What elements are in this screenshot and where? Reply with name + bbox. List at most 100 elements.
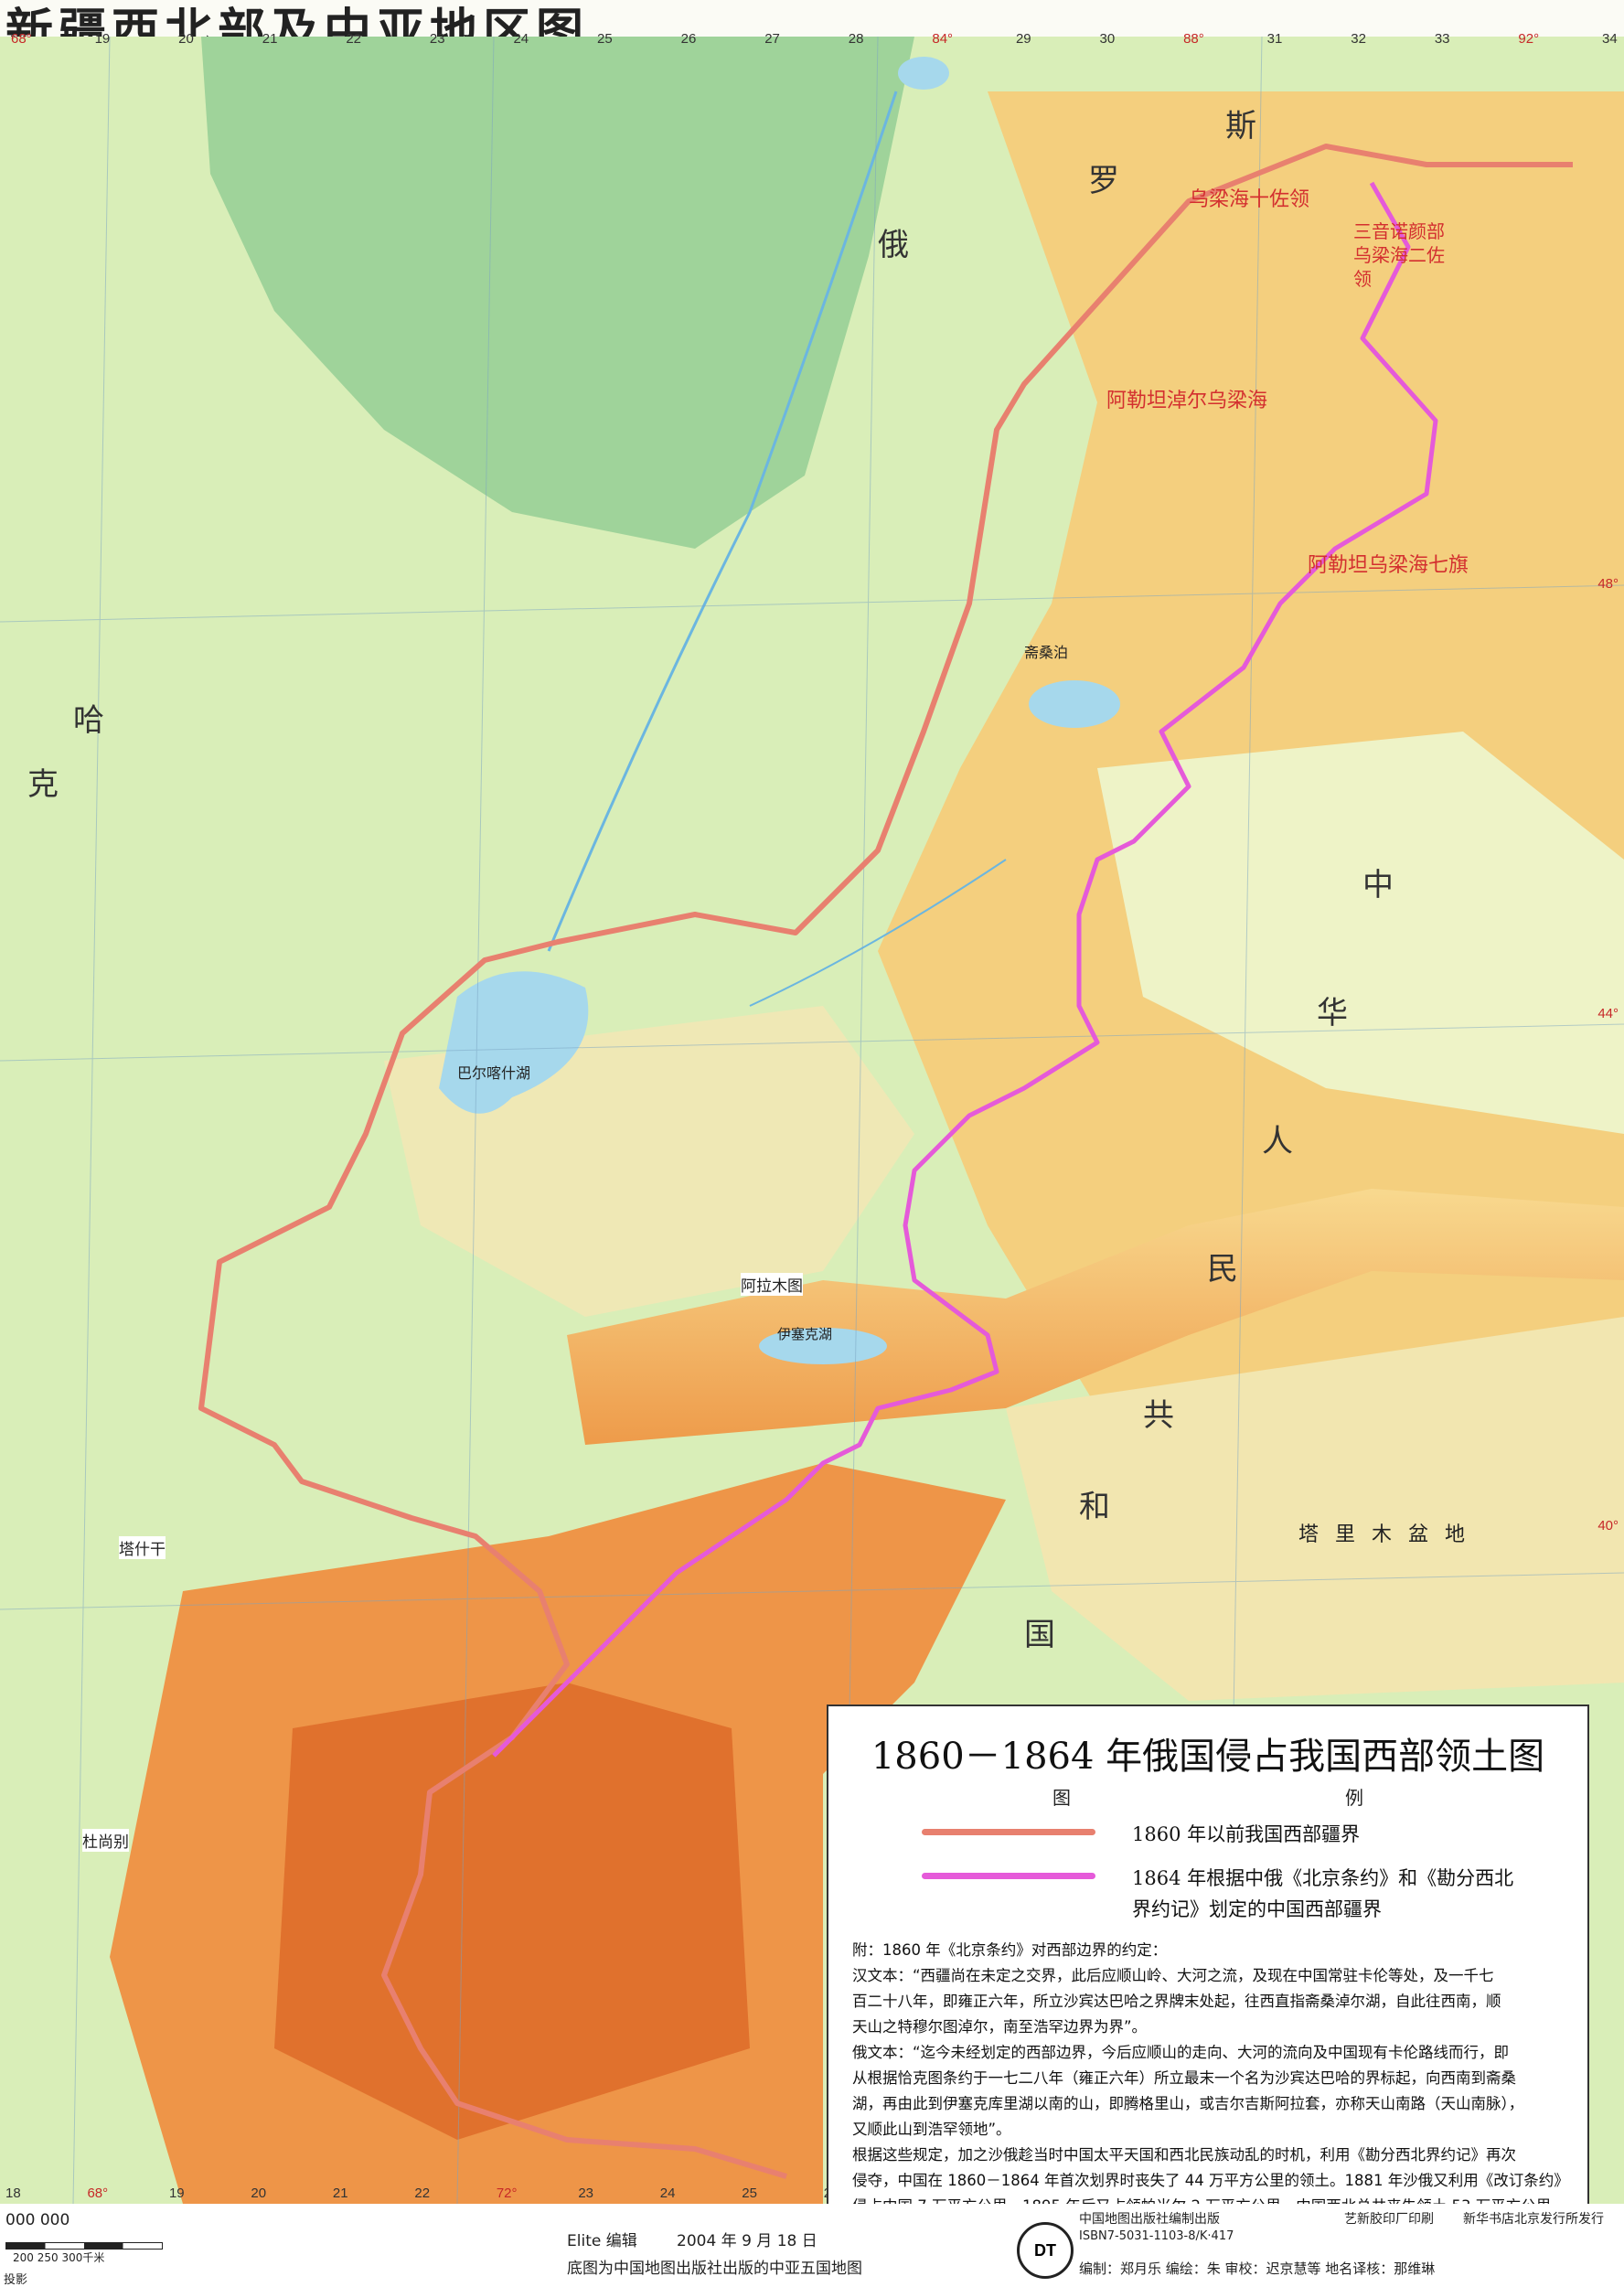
base-map-label: 底图为中国地图出版社出版的中亚五国地图 xyxy=(567,2260,862,2278)
legend-text-line: 1864 年根据中俄《北京条约》和《勘分西北 xyxy=(1132,1867,1514,1889)
lon-label-top: 33 xyxy=(1434,31,1450,47)
lon-label-top: 23 xyxy=(429,31,445,47)
lon-label-bottom: 68° xyxy=(87,2185,109,2201)
lon-label-top: 21 xyxy=(262,31,278,47)
place-label: 阿拉木图 xyxy=(741,1273,803,1296)
note-line: 湖，再由此到伊塞克库里湖以南的山，即腾格里山，或吉尔吉斯阿拉套，亦称天山南路（天… xyxy=(852,2095,1524,2112)
scale-bar xyxy=(5,2242,163,2250)
lon-label-top: 31 xyxy=(1266,31,1283,47)
legend-text-1860: 1860 年以前我国西部疆界 xyxy=(1132,1823,1361,1845)
lon-label-top: 32 xyxy=(1351,31,1366,47)
issyk-kul-lake xyxy=(759,1328,887,1364)
place-label: 巴尔喀什湖 xyxy=(457,1064,531,1082)
place-label-red: 乌梁海十佐领 xyxy=(1189,188,1310,211)
lon-label-top: 30 xyxy=(1099,31,1116,47)
tarim-basin xyxy=(1006,1317,1624,1701)
legend-swatch-1864 xyxy=(922,1873,1095,1879)
lon-label-top: 29 xyxy=(1015,31,1031,47)
map-svg xyxy=(0,36,1624,2205)
note-line: 天山之特穆尔图淖尔，南至浩罕边界为界”。 xyxy=(852,2018,1148,2036)
note-line: 又顺此山到浩罕领地”。 xyxy=(852,2121,1011,2138)
note-line: 汉文本：“西疆尚在未定之交界，此后应顺山岭、大河之流，及现在中国常驻卡伦等处，及… xyxy=(852,1967,1494,1984)
place-label: 克 xyxy=(27,766,59,803)
place-label: 塔里木盆地 xyxy=(1298,1523,1482,1546)
map-area: 68° 19 20 21 22 23 24 25 26 27 28 84° 29 30 88° 31 32 33 9… xyxy=(0,31,1624,2224)
border-1864 xyxy=(492,181,1438,1758)
editor-label: Elite 编辑 xyxy=(567,2232,637,2250)
legend-heading: 图 例 xyxy=(852,1783,1564,1810)
legend-text-1864: 1864 年根据中俄《北京条约》和《勘分西北 界约记》划定的中国西部疆界 xyxy=(1132,1863,1513,1925)
place-label: 国 xyxy=(1024,1617,1055,1653)
lon-label-top: 19 xyxy=(94,31,111,47)
place-label: 塔什干 xyxy=(119,1536,166,1559)
note-line: 侵夺，中国在 1860－1864 年首次划界时丧失了 44 万平方公里的领土。1… xyxy=(852,2172,1569,2189)
place-label: 杜尚别 xyxy=(82,1829,129,1852)
lat-label: 40° xyxy=(1597,1518,1619,1534)
lat-label: 48° xyxy=(1597,576,1619,592)
lon-label-top: 25 xyxy=(597,31,613,47)
lon-label-bottom: 24 xyxy=(659,2185,676,2201)
publisher-logo: DT xyxy=(1017,2222,1074,2279)
ili-river xyxy=(749,859,1007,1007)
legend-text-line: 界约记》划定的中国西部疆界 xyxy=(1132,1898,1382,1920)
place-label-red: 阿勒坦乌梁海七旗 xyxy=(1308,554,1469,577)
place-label: 俄 xyxy=(878,227,909,263)
lon-label-top: 22 xyxy=(346,31,361,47)
lon-label-bottom: 19 xyxy=(168,2185,185,2201)
lon-label-top: 26 xyxy=(680,31,697,47)
staff-label: 编制：郑月乐 编绘：朱 审校：迟京慧等 地名译核：那维琳 xyxy=(1079,2260,1436,2277)
note-line: 百二十八年，即雍正六年，所立沙宾达巴哈之界牌末处起，往西直指斋桑淖尔湖，自此往西… xyxy=(852,1993,1501,2010)
legend-head-right: 例 xyxy=(1345,1787,1363,1809)
lon-label-bottom: 21 xyxy=(332,2185,348,2201)
lon-label-top: 88° xyxy=(1183,31,1204,47)
place-label: 民 xyxy=(1207,1251,1238,1288)
place-label: 斯 xyxy=(1225,108,1256,144)
distributor-label: 新华书店北京发行所发行 xyxy=(1463,2212,1604,2227)
lon-label-top: 20 xyxy=(178,31,194,47)
lon-label-bottom: 23 xyxy=(578,2185,593,2201)
pamir-high-peaks xyxy=(274,1683,750,2140)
legend-item-1860: 1860 年以前我国西部疆界 xyxy=(852,1819,1564,1850)
lon-label-bottom: 72° xyxy=(496,2185,518,2201)
place-label: 斋桑泊 xyxy=(1024,644,1069,661)
place-label: 和 xyxy=(1079,1489,1110,1525)
lon-label-top: 84° xyxy=(932,31,954,47)
place-label: 罗 xyxy=(1088,163,1119,199)
place-label-red: 阿勒坦淖尔乌梁海 xyxy=(1106,390,1268,412)
place-label-red: 三音诺颜部乌梁海二佐领 xyxy=(1353,220,1445,290)
border-1860 xyxy=(198,144,1573,2179)
zaisan-lake xyxy=(1029,680,1120,728)
note-line: 俄文本：“迄今未经划定的西部边界，今后应顺山的走向、大河的流向及中国现有卡伦路线… xyxy=(852,2044,1510,2061)
lon-label-top: 68° xyxy=(11,31,32,47)
legend-head-left: 图 xyxy=(1052,1787,1071,1809)
scale-label: 000 000 xyxy=(5,2211,70,2229)
publisher-label: 中国地图出版社编制出版 xyxy=(1079,2212,1220,2227)
lat-label: 44° xyxy=(1597,1006,1619,1021)
irtysh-river xyxy=(547,91,898,952)
tianshan-mountains xyxy=(567,1189,1624,1445)
forest-region xyxy=(201,37,914,549)
legend-item-1864: 1864 年根据中俄《北京条约》和《勘分西北 界约记》划定的中国西部疆界 xyxy=(852,1863,1564,1925)
legend-title: 1860－1864 年俄国侵占我国西部领土图 xyxy=(871,1736,1545,1778)
printer-label: 艺新胶印厂印刷 xyxy=(1344,2212,1434,2227)
place-label: 哈 xyxy=(73,702,104,739)
place-label: 华 xyxy=(1317,995,1348,1031)
footer: 000 000 200 250 300千米 投影 Elite 编辑 2004 年… xyxy=(0,2204,1624,2287)
north-lake xyxy=(898,57,949,90)
isbn-label: ISBN7-5031-1103-8/K·417 xyxy=(1079,2229,1234,2243)
place-label: 伊塞克湖 xyxy=(777,1326,833,1342)
legend-swatch-1860 xyxy=(922,1829,1095,1835)
lon-label-top: 34 xyxy=(1602,31,1618,47)
date-label: 2004 年 9 月 18 日 xyxy=(677,2232,817,2250)
logo-text: DT xyxy=(1034,2240,1056,2260)
lon-label-top: 92° xyxy=(1518,31,1540,47)
note-line: 从根据恰克图条约于一七二八年（雍正六年）所立最末一个名为沙宾达巴哈的界标起，向西… xyxy=(852,2069,1516,2087)
place-label: 人 xyxy=(1262,1123,1293,1160)
lon-label-bottom: 18 xyxy=(5,2185,21,2201)
projection-label: 投影 xyxy=(4,2273,28,2287)
lon-label-top: 27 xyxy=(764,31,780,47)
lon-label-top: 24 xyxy=(513,31,529,47)
legend-panel: 1860－1864 年俄国侵占我国西部领土图 图 例 1860 年以前我国西部疆… xyxy=(827,1705,1589,2224)
lon-label-bottom: 25 xyxy=(742,2185,757,2201)
note-line: 附：1860 年《北京条约》对西部边界的约定： xyxy=(852,1941,1168,1959)
